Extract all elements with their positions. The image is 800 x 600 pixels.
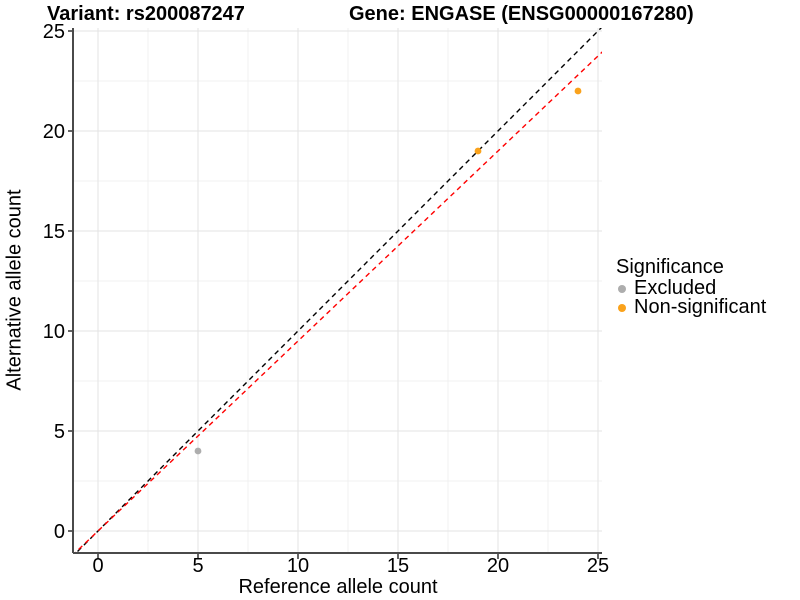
y-tick-label: 5	[54, 421, 65, 443]
y-tick-label: 10	[43, 321, 65, 343]
reference-line-fit	[73, 51, 602, 553]
legend-label-excluded: Excluded	[634, 277, 717, 299]
x-tick-label: 0	[92, 555, 103, 577]
y-tick-label: 0	[54, 521, 65, 543]
legend-item-excluded: Excluded	[616, 277, 766, 299]
y-axis-label: Alternative allele count	[3, 189, 26, 391]
x-tick-label: 10	[287, 555, 309, 577]
y-tick-label: 15	[43, 221, 65, 243]
x-axis-label: Reference allele count	[238, 576, 438, 598]
legend-dot-excluded-icon	[618, 284, 626, 293]
plot-title-variant: Variant: rs200087247	[47, 3, 245, 25]
legend-dot-non-significant-icon	[618, 303, 626, 312]
legend-title: Significance	[616, 256, 724, 278]
legend-item-non-significant: Non-significant	[616, 296, 767, 318]
y-tick-label: 20	[43, 121, 65, 143]
x-tick-label: 20	[487, 555, 509, 577]
data-point-excluded	[194, 447, 202, 455]
legend: Significance Excluded Non-significant	[616, 256, 767, 318]
legend-label-non-significant: Non-significant	[634, 296, 767, 318]
data-point-non-significant	[574, 87, 582, 95]
x-tick-label: 15	[387, 555, 409, 577]
plot-title-gene: Gene: ENGASE (ENSG00000167280)	[349, 3, 694, 25]
x-tick-label: 25	[587, 555, 609, 577]
reference-line-identity	[75, 28, 602, 553]
data-point-non-significant	[474, 147, 482, 155]
y-tick-label: 25	[43, 21, 65, 43]
x-tick-label: 5	[192, 555, 203, 577]
